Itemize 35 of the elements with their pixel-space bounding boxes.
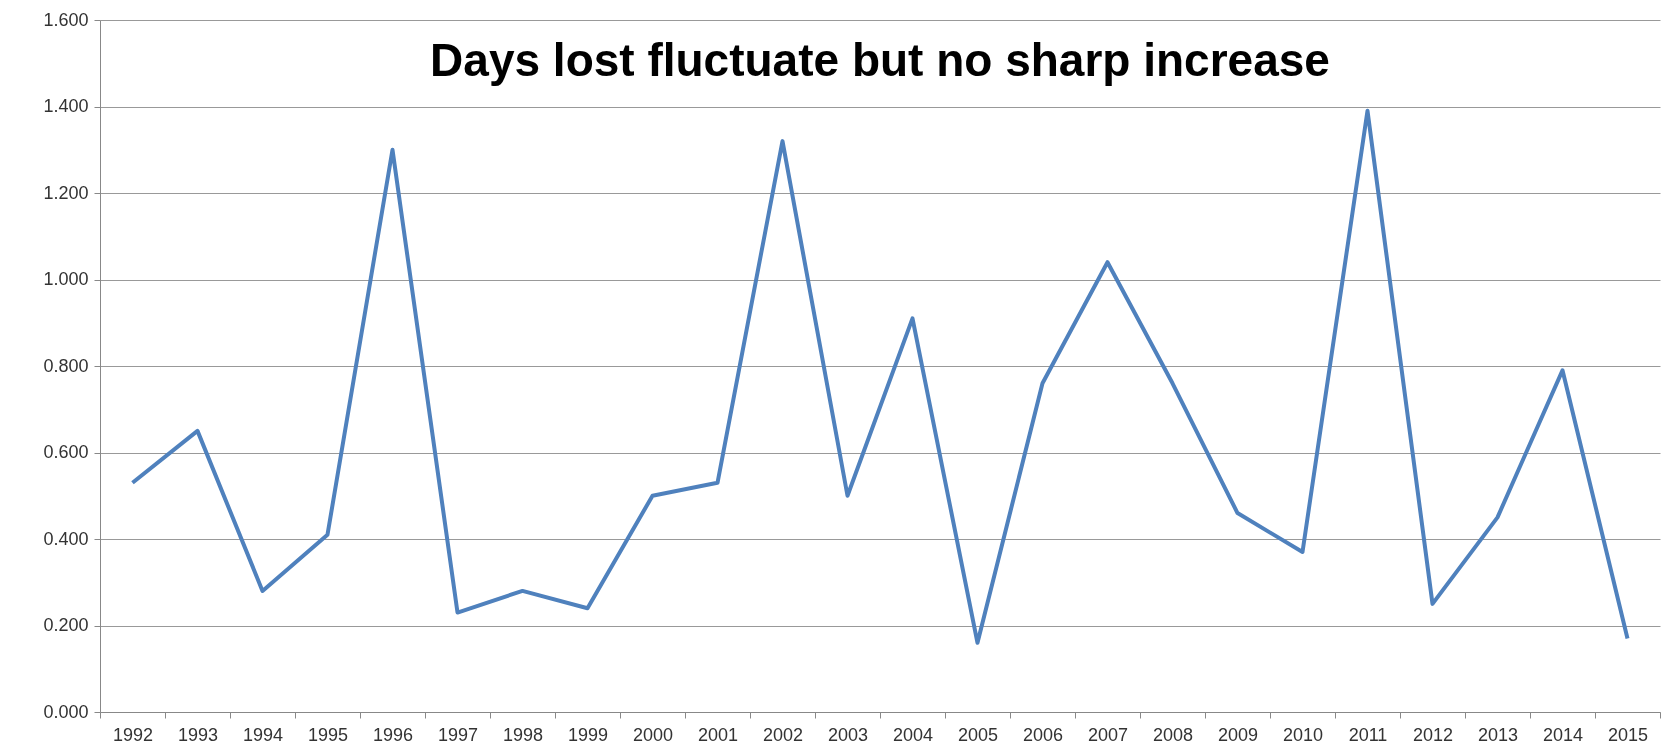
x-tick-label: 1997: [437, 724, 479, 741]
x-tick-label: 1995: [307, 724, 349, 741]
y-tick-label: 1.200: [43, 182, 89, 203]
x-tick-label: 1994: [242, 724, 284, 741]
x-tick-label: 2005: [957, 724, 999, 741]
x-tick-label: 2011: [1348, 724, 1388, 741]
x-tick-label: 2014: [1542, 724, 1584, 741]
y-tick-label: 0.600: [43, 442, 89, 462]
x-tick-label: 2003: [827, 724, 869, 741]
x-tick-label: 2015: [1607, 724, 1649, 741]
x-tick-label: 2013: [1477, 724, 1519, 741]
x-tick-label: 1999: [567, 724, 609, 741]
y-tick-label: 0.200: [43, 615, 89, 635]
x-tick-label: 2012: [1412, 724, 1454, 741]
x-tick-label: 2008: [1152, 724, 1194, 741]
line-series: [130, 108, 1630, 645]
x-tick-label: 1993: [177, 724, 219, 741]
y-tick-label: 0.000: [43, 701, 89, 722]
x-tick-label: 2006: [1022, 724, 1064, 741]
x-tick-label: 2009: [1217, 724, 1259, 741]
x-tick-label: 1996: [372, 724, 414, 741]
y-tick-label: 0.800: [43, 355, 89, 376]
x-tick-label: 1998: [502, 724, 544, 741]
chart-title: Days lost fluctuate but no sharp increase: [430, 34, 1330, 86]
y-tick-label: 1.400: [43, 96, 89, 116]
x-tick-label: 1992: [112, 724, 154, 741]
y-tick-label: 1.000: [43, 269, 89, 289]
x-tick-label: 2000: [632, 724, 674, 741]
x-tick-label: 2007: [1087, 724, 1129, 741]
y-tick-label: 0.400: [43, 528, 89, 549]
x-tick-label: 2004: [892, 724, 934, 741]
y-tick-label: 1.600: [43, 9, 89, 30]
x-tick-label: 2010: [1282, 724, 1324, 741]
x-tick-label: 2001: [697, 724, 739, 741]
x-tick-label: 2002: [762, 724, 804, 741]
